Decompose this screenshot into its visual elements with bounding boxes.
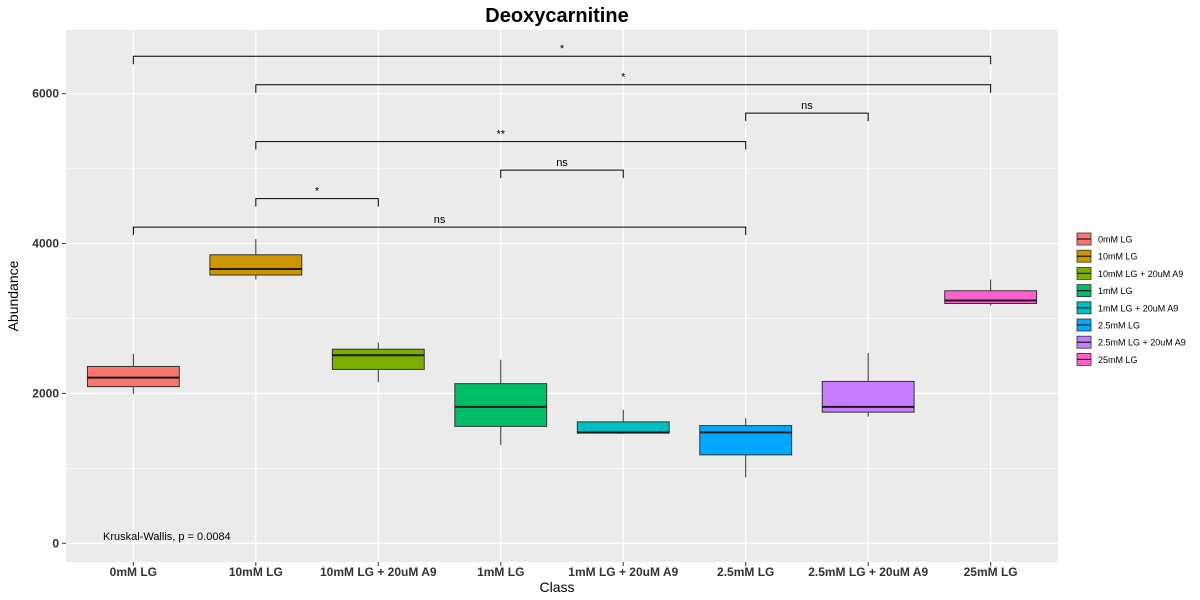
comparison-bracket-5: ns	[745, 100, 869, 122]
legend-item: 0mM LG	[1076, 232, 1133, 246]
comparison-bracket-6: *	[255, 72, 992, 93]
x-tick-label: 1mM LG	[477, 565, 524, 579]
box-4	[454, 359, 548, 446]
chart-title: Deoxycarnitine	[485, 5, 628, 27]
box-5	[576, 409, 670, 434]
legend-item: 10mM LG	[1076, 249, 1138, 263]
bracket-line	[132, 55, 992, 65]
bracket-line	[255, 141, 747, 150]
y-tick-label: 6000	[32, 87, 59, 101]
comparison-bracket-7: *	[132, 43, 992, 65]
x-tick-label: 10mM LG + 20uM A9	[320, 565, 437, 579]
legend-item: 10mM LG + 20uM A9	[1076, 266, 1183, 280]
legend-label: 0mM LG	[1098, 235, 1133, 245]
legend-label: 1mM LG + 20uM A9	[1098, 303, 1178, 313]
legend-item: 1mM LG + 20uM A9	[1076, 301, 1178, 315]
kruskal-wallis-annotation: Kruskal-Wallis, p = 0.0084	[103, 531, 231, 543]
plot-panel	[66, 30, 1058, 562]
significance-label: ns	[801, 100, 813, 112]
box-2	[209, 239, 303, 280]
bracket-line	[132, 226, 747, 236]
comparison-bracket-2: *	[255, 186, 379, 207]
box-8	[944, 279, 1038, 306]
box-1	[86, 353, 180, 395]
box-body	[86, 365, 180, 388]
legend-item: 25mM LG	[1076, 352, 1138, 366]
significance-label: ns	[434, 214, 446, 226]
bracket-line	[500, 169, 624, 179]
significance-label: *	[560, 43, 565, 55]
legend-label: 10mM LG	[1098, 252, 1138, 262]
box-series	[86, 239, 1038, 478]
legend-label: 10mM LG + 20uM A9	[1098, 269, 1183, 279]
significance-label: *	[315, 186, 320, 198]
box-body	[699, 425, 793, 456]
x-tick-label: 10mM LG	[229, 565, 283, 579]
box-7	[821, 352, 915, 417]
legend-label: 25mM LG	[1098, 355, 1138, 365]
y-tick-label: 0	[52, 536, 59, 550]
legend-item: 2.5mM LG	[1076, 318, 1140, 332]
y-tick-label: 4000	[32, 237, 59, 251]
box-6	[699, 418, 793, 478]
legend-label: 2.5mM LG + 20uM A9	[1098, 338, 1186, 348]
significance-label: **	[496, 129, 505, 141]
legend-label: 2.5mM LG	[1098, 321, 1140, 331]
box-body	[944, 290, 1038, 304]
significance-brackets: ns*ns**ns**	[132, 43, 992, 236]
y-axis-title: Abundance	[5, 260, 21, 331]
x-tick-label: 25mM LG	[964, 565, 1018, 579]
box-body	[454, 383, 548, 427]
legend-item: 1mM LG	[1076, 284, 1133, 298]
x-tick-label: 2.5mM LG + 20uM A9	[808, 565, 928, 579]
y-tick-label: 2000	[32, 386, 59, 400]
bracket-line	[255, 198, 379, 207]
y-axis: 0 2000 4000 6000	[32, 87, 66, 550]
significance-label: ns	[556, 157, 568, 169]
legend-label: 1mM LG	[1098, 286, 1133, 296]
x-axis: 0mM LG 10mM LG 10mM LG + 20uM A9 1mM LG 1mM …	[110, 562, 1018, 579]
legend-item: 2.5mM LG + 20uM A9	[1076, 335, 1186, 349]
box-body	[209, 254, 303, 276]
comparison-bracket-1: ns	[132, 214, 747, 236]
bracket-line	[745, 112, 869, 122]
comparison-bracket-3: ns	[500, 157, 624, 179]
x-tick-label: 1mM LG + 20uM A9	[568, 565, 678, 579]
box-3	[331, 342, 425, 383]
x-axis-title: Class	[539, 579, 574, 595]
x-tick-label: 0mM LG	[110, 565, 157, 579]
bracket-line	[255, 84, 992, 93]
legend: 0mM LG 10mM LG 10mM LG + 20uM A9 1mM LG 1mM …	[1076, 232, 1186, 366]
significance-label: *	[621, 72, 626, 84]
comparison-bracket-4: **	[255, 129, 747, 150]
x-tick-label: 2.5mM LG	[717, 565, 774, 579]
box-body	[331, 348, 425, 370]
